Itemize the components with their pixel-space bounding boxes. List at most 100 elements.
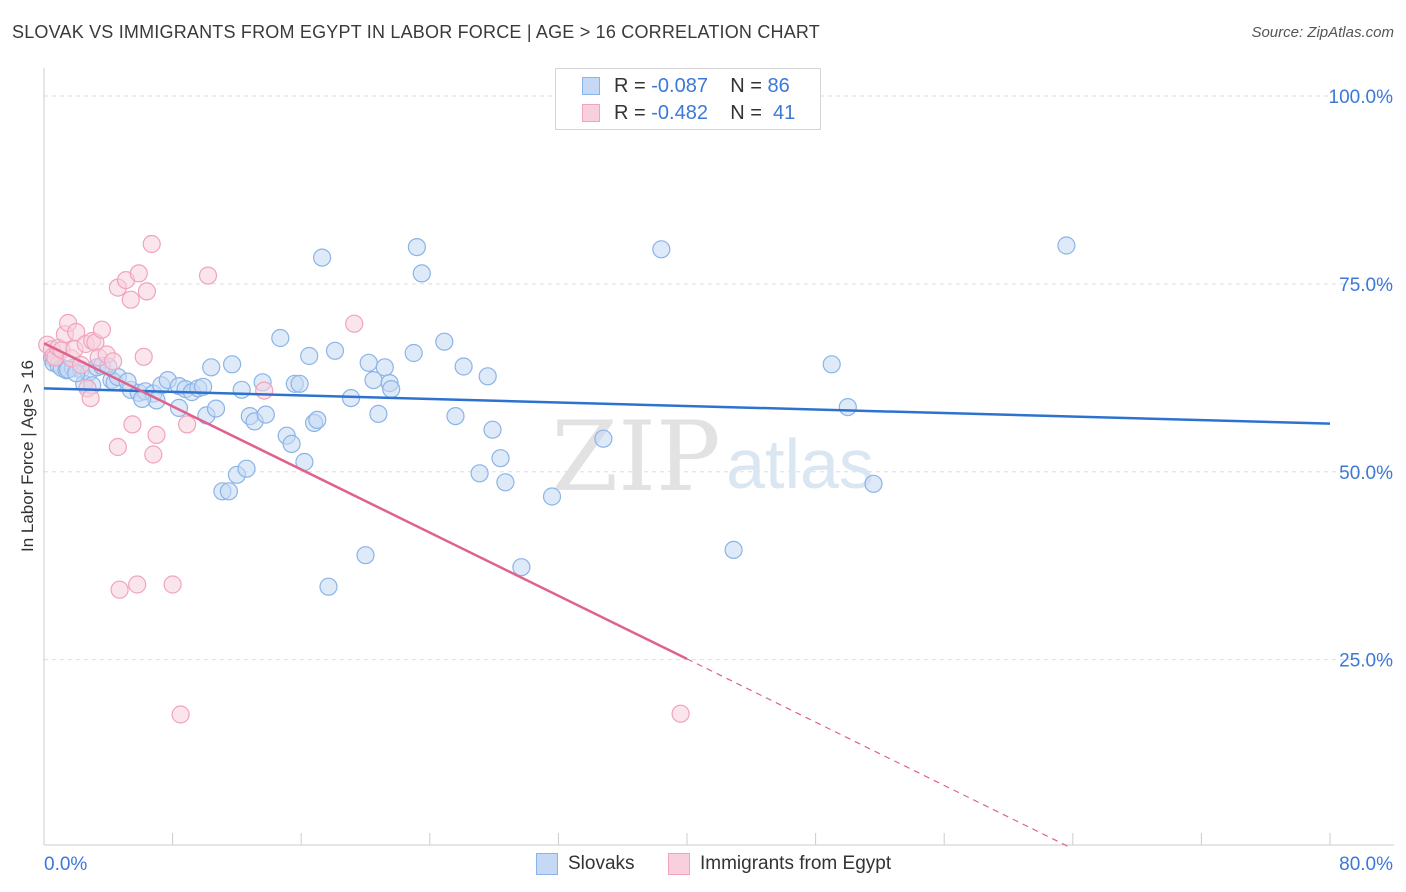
- slovaks-point: [359, 353, 378, 372]
- tick-labels: 100.0% 75.0% 50.0% 25.0% 0.0% 80.0%: [44, 87, 1393, 875]
- legend: Slovaks Immigrants from Egypt: [0, 850, 1406, 880]
- egypt-point: [671, 704, 690, 723]
- slovaks-point: [290, 374, 309, 393]
- slovaks-point: [237, 459, 256, 478]
- slovaks-point: [542, 487, 562, 506]
- egypt-legend-swatch: [668, 853, 690, 875]
- slovaks-point: [822, 355, 841, 374]
- watermark-atlas: atlas: [726, 425, 874, 503]
- slovaks-legend-swatch: [536, 853, 558, 875]
- slovaks-point: [232, 380, 251, 399]
- egypt-point: [121, 290, 140, 309]
- stats-box: R = -0.087 N = 86 R = -0.482 N = 41: [555, 68, 821, 130]
- slovaks-point: [313, 248, 332, 267]
- egypt-point: [163, 575, 182, 594]
- slovaks-point: [594, 429, 613, 448]
- y-tick-label: 75.0%: [1339, 275, 1393, 296]
- egypt-point: [137, 282, 156, 301]
- slovaks-point: [300, 346, 319, 366]
- slovaks-point: [412, 264, 431, 283]
- slovaks-point: [838, 398, 857, 417]
- slovaks-point: [652, 240, 671, 259]
- slovaks-point: [454, 357, 473, 376]
- y-tick-label: 50.0%: [1339, 463, 1393, 484]
- egypt-stat-swatch: [582, 104, 600, 122]
- legend-label: Immigrants from Egypt: [700, 853, 892, 874]
- egypt-trend-line: [43, 342, 688, 660]
- slovaks-point: [219, 482, 238, 501]
- slovaks-point: [194, 377, 213, 396]
- n-label: N =: [730, 102, 762, 124]
- egypt-point: [129, 264, 148, 283]
- slovaks-point: [375, 358, 394, 377]
- slovaks-point: [483, 420, 502, 439]
- egypt-point: [108, 437, 128, 457]
- egypt-point: [178, 415, 197, 434]
- egypt-point: [144, 445, 163, 464]
- slovaks-point: [407, 238, 426, 257]
- slovaks-point: [435, 332, 454, 351]
- slovaks-point: [319, 577, 338, 596]
- egypt-point: [134, 347, 153, 366]
- slovaks-point: [404, 343, 423, 363]
- slovaks-point: [496, 473, 515, 492]
- slovaks-trend-line: [43, 387, 1331, 425]
- slovaks-stat-swatch: [582, 77, 600, 95]
- slovaks-point: [864, 474, 883, 493]
- y-tick-label: 25.0%: [1339, 651, 1393, 672]
- watermark-zip: ZIP: [551, 401, 720, 513]
- egypt-point: [81, 389, 100, 408]
- egypt-point: [147, 425, 166, 444]
- watermark: ZIP atlas: [551, 401, 874, 513]
- slovaks-point: [202, 358, 221, 377]
- x-tick-label-max: 80.0%: [1339, 854, 1393, 875]
- egypt-stat-text: R = -0.482 N = 41: [614, 102, 795, 125]
- r-label: R =: [614, 102, 646, 124]
- slovaks-point: [1057, 236, 1076, 255]
- egypt-point: [198, 266, 218, 285]
- slovaks-point: [369, 404, 388, 423]
- slovaks-point: [206, 399, 226, 418]
- axes: [43, 68, 1394, 846]
- n-value: 41: [773, 102, 796, 124]
- slovaks-point: [223, 355, 242, 374]
- slovaks-point: [256, 405, 275, 424]
- slovaks-point: [446, 407, 465, 426]
- y-tick-label: 100.0%: [1329, 87, 1394, 108]
- slovaks-point: [512, 558, 531, 577]
- slovaks-point: [282, 434, 301, 453]
- r-value: -0.087: [651, 75, 708, 97]
- egypt-point: [123, 415, 142, 434]
- egypt-point: [92, 320, 112, 339]
- slovaks-point: [478, 367, 497, 386]
- egypt-point: [255, 381, 274, 400]
- egypt-point: [103, 352, 123, 371]
- egypt-point: [345, 314, 364, 333]
- egypt-point: [67, 322, 86, 342]
- egypt-point: [128, 575, 147, 594]
- egypt-point: [171, 705, 190, 724]
- r-label: R =: [614, 75, 646, 97]
- data-points: [38, 234, 1076, 724]
- n-value: 86: [767, 75, 790, 97]
- slovaks-point: [491, 449, 510, 468]
- egypt-trend-extension: [686, 658, 1071, 849]
- slovaks-point: [724, 540, 743, 560]
- slovaks-point: [470, 464, 489, 483]
- trend-lines: [43, 342, 1331, 849]
- r-value: -0.482: [651, 102, 708, 124]
- slovaks-point: [271, 328, 290, 348]
- slovaks-point: [356, 546, 375, 565]
- gridlines: [44, 95, 1394, 661]
- egypt-point: [142, 234, 161, 254]
- slovaks-point: [308, 410, 327, 429]
- chart-title: SLOVAK VS IMMIGRANTS FROM EGYPT IN LABOR…: [12, 22, 821, 42]
- slovaks-point: [382, 380, 401, 399]
- egypt-point: [110, 580, 129, 599]
- n-label: N =: [730, 75, 762, 97]
- x-tick-label-min: 0.0%: [44, 854, 87, 875]
- slovaks-stat-text: R = -0.087 N = 86: [614, 75, 790, 98]
- chart-source: Source: ZipAtlas.com: [1251, 24, 1394, 41]
- slovaks-point: [325, 341, 345, 360]
